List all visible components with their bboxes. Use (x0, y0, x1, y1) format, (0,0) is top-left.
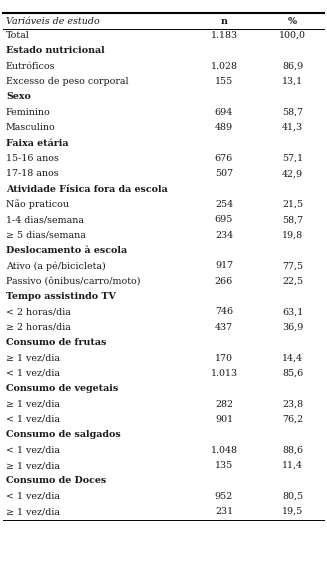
Text: 23,8: 23,8 (282, 399, 303, 409)
Text: 234: 234 (215, 231, 233, 240)
Text: 100,0: 100,0 (279, 31, 306, 40)
Text: Atividade Física fora da escola: Atividade Física fora da escola (6, 185, 168, 194)
Text: 36,9: 36,9 (282, 323, 303, 332)
Text: 746: 746 (215, 308, 233, 316)
Text: 676: 676 (215, 154, 233, 163)
Text: ≥ 1 vez/dia: ≥ 1 vez/dia (6, 354, 60, 363)
Text: Tempo assistindo TV: Tempo assistindo TV (6, 292, 116, 301)
Text: ≥ 1 vez/dia: ≥ 1 vez/dia (6, 507, 60, 516)
Text: 57,1: 57,1 (282, 154, 303, 163)
Text: ≥ 2 horas/dia: ≥ 2 horas/dia (6, 323, 71, 332)
Text: 86,9: 86,9 (282, 62, 303, 70)
Text: Variáveis de estudo: Variáveis de estudo (6, 17, 100, 26)
Text: Feminino: Feminino (6, 108, 51, 117)
Text: 21,5: 21,5 (282, 200, 303, 209)
Text: 917: 917 (215, 261, 233, 270)
Text: 489: 489 (215, 123, 233, 132)
Text: 694: 694 (215, 108, 233, 117)
Text: ≥ 5 dias/semana: ≥ 5 dias/semana (6, 231, 86, 240)
Text: Excesso de peso corporal: Excesso de peso corporal (6, 77, 129, 86)
Text: 1-4 dias/semana: 1-4 dias/semana (6, 215, 84, 224)
Text: 695: 695 (215, 215, 233, 224)
Text: 266: 266 (215, 277, 233, 286)
Text: 15-16 anos: 15-16 anos (6, 154, 59, 163)
Text: < 1 vez/dia: < 1 vez/dia (6, 369, 60, 378)
Text: Faixa etária: Faixa etária (6, 139, 68, 147)
Text: 437: 437 (215, 323, 233, 332)
Text: 170: 170 (215, 354, 233, 363)
Text: 254: 254 (215, 200, 233, 209)
Text: 1.028: 1.028 (211, 62, 237, 70)
Text: 901: 901 (215, 415, 233, 424)
Text: 58,7: 58,7 (282, 108, 303, 117)
Text: 85,6: 85,6 (282, 369, 303, 378)
Text: < 1 vez/dia: < 1 vez/dia (6, 415, 60, 424)
Text: ≥ 1 vez/dia: ≥ 1 vez/dia (6, 461, 60, 470)
Text: 63,1: 63,1 (282, 308, 303, 316)
Text: 1.013: 1.013 (211, 369, 237, 378)
Text: Total: Total (6, 31, 30, 40)
Text: 231: 231 (215, 507, 233, 516)
Text: %: % (288, 17, 297, 26)
Text: 155: 155 (215, 77, 233, 86)
Text: 952: 952 (215, 492, 233, 501)
Text: 19,5: 19,5 (282, 507, 303, 516)
Text: 88,6: 88,6 (282, 446, 303, 454)
Text: 19,8: 19,8 (282, 231, 303, 240)
Text: Masculino: Masculino (6, 123, 56, 132)
Text: Consumo de vegetais: Consumo de vegetais (6, 384, 118, 393)
Text: 80,5: 80,5 (282, 492, 303, 501)
Text: n: n (220, 17, 228, 26)
Text: Passivo (ônibus/carro/moto): Passivo (ônibus/carro/moto) (6, 277, 140, 286)
Text: Sexo: Sexo (6, 92, 31, 101)
Text: 42,9: 42,9 (282, 169, 303, 178)
Text: 282: 282 (215, 399, 233, 409)
Text: ≥ 1 vez/dia: ≥ 1 vez/dia (6, 399, 60, 409)
Text: 1.048: 1.048 (211, 446, 237, 454)
Text: Eutróficos: Eutróficos (6, 62, 55, 70)
Text: Estado nutricional: Estado nutricional (6, 46, 105, 56)
Text: 11,4: 11,4 (282, 461, 303, 470)
Text: 14,4: 14,4 (282, 354, 303, 363)
Text: Não praticou: Não praticou (6, 199, 69, 209)
Text: 1.183: 1.183 (211, 31, 237, 40)
Text: < 1 vez/dia: < 1 vez/dia (6, 446, 60, 454)
Text: 77,5: 77,5 (282, 261, 303, 270)
Text: Consumo de frutas: Consumo de frutas (6, 338, 106, 347)
Text: Deslocamento à escola: Deslocamento à escola (6, 246, 127, 255)
Text: 135: 135 (215, 461, 233, 470)
Text: < 2 horas/dia: < 2 horas/dia (6, 308, 71, 316)
Text: Consumo de salgados: Consumo de salgados (6, 430, 121, 439)
Text: Consumo de Doces: Consumo de Doces (6, 476, 106, 485)
Text: 22,5: 22,5 (282, 277, 303, 286)
Text: < 1 vez/dia: < 1 vez/dia (6, 492, 60, 501)
Text: 76,2: 76,2 (282, 415, 303, 424)
Text: 17-18 anos: 17-18 anos (6, 169, 59, 178)
Text: 13,1: 13,1 (282, 77, 303, 86)
Text: Ativo (a pé/bicicleta): Ativo (a pé/bicicleta) (6, 261, 106, 270)
Text: 507: 507 (215, 169, 233, 178)
Text: 58,7: 58,7 (282, 215, 303, 224)
Text: 41,3: 41,3 (282, 123, 303, 132)
